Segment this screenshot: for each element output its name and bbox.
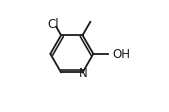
Text: N: N bbox=[79, 67, 88, 80]
Text: OH: OH bbox=[112, 48, 130, 61]
Text: Cl: Cl bbox=[48, 18, 59, 31]
